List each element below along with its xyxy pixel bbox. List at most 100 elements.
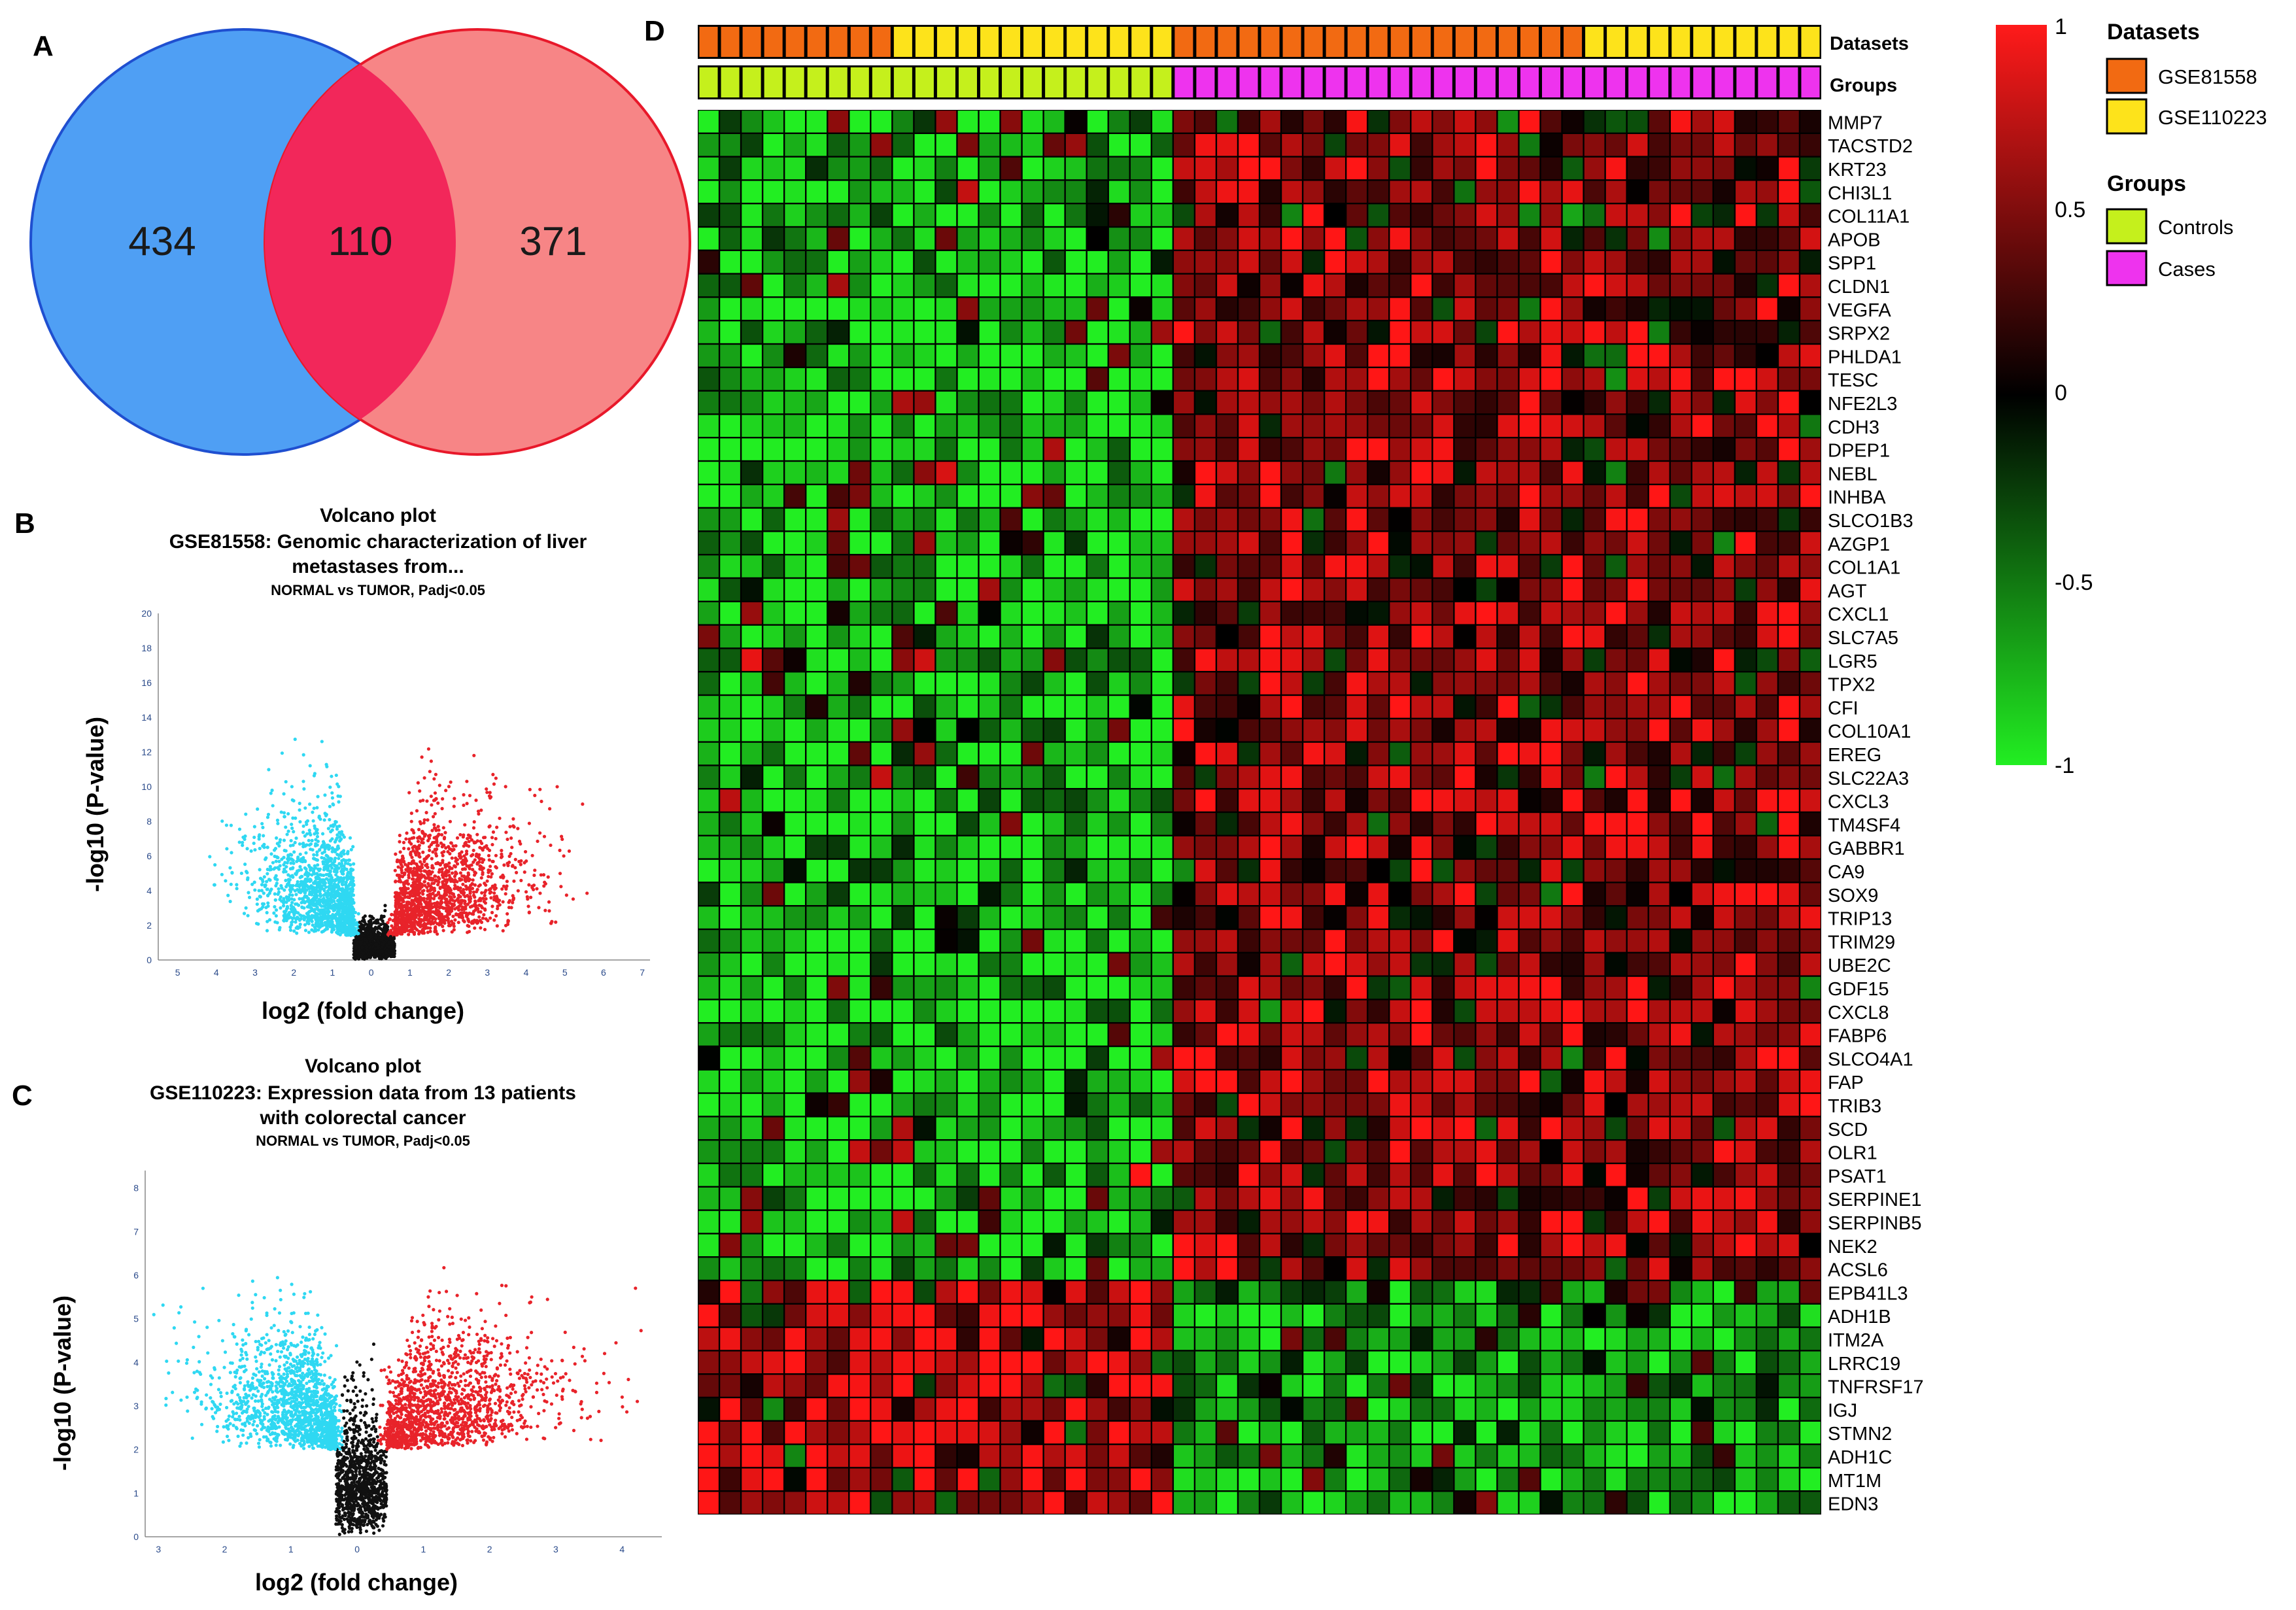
volcano-point	[275, 842, 279, 846]
volcano-point	[452, 903, 456, 907]
volcano-point	[345, 932, 349, 936]
volcano-point	[445, 902, 449, 906]
volcano-point	[484, 917, 488, 921]
volcano-point	[481, 872, 485, 876]
volcano-point	[420, 865, 424, 870]
volcano-point	[282, 838, 286, 842]
volcano-point	[479, 926, 483, 930]
volcano-point	[341, 878, 345, 882]
volcano-point	[328, 785, 332, 789]
volcano-point	[231, 1424, 235, 1428]
volcano-point	[283, 815, 286, 819]
volcano-point	[346, 849, 350, 853]
volcano-point	[325, 923, 329, 927]
volcano-point	[298, 876, 302, 880]
volcano-point	[237, 827, 242, 831]
volcano-point	[255, 1431, 259, 1436]
volcano-point	[463, 899, 467, 903]
volcano-point	[283, 910, 286, 914]
volcano-point	[291, 859, 295, 863]
volcano-point	[303, 882, 307, 886]
volcano-point	[449, 895, 453, 899]
volcano-point	[494, 853, 498, 857]
volcano-point	[437, 916, 441, 919]
volcano-point	[453, 865, 457, 869]
volcano-point	[532, 873, 536, 878]
volcano-point	[441, 797, 445, 801]
volcano-point	[311, 887, 315, 891]
volcano-point	[235, 883, 239, 887]
volcano-point	[480, 891, 484, 895]
volcano-point	[535, 887, 539, 891]
volcano-point	[491, 830, 496, 834]
volcano-point	[419, 821, 423, 826]
volcano-point	[345, 1398, 349, 1403]
volcano-point	[343, 906, 347, 910]
volcano-point	[298, 917, 302, 921]
volcano-point	[250, 882, 254, 886]
volcano-point	[426, 865, 430, 869]
volcano-point	[308, 802, 312, 806]
volcano-point	[458, 871, 462, 875]
volcano-point	[527, 910, 531, 914]
volcano-point	[468, 905, 473, 909]
volcanoC-x-tick: 1	[288, 1544, 294, 1554]
volcano-point	[455, 862, 460, 866]
volcano-point	[403, 918, 407, 922]
volcano-point	[333, 863, 337, 867]
volcano-point	[407, 861, 411, 866]
volcano-point	[499, 875, 503, 879]
volcano-point	[420, 755, 424, 759]
volcano-point	[230, 851, 233, 855]
volcano-point	[342, 864, 346, 868]
volcano-point	[463, 823, 467, 827]
volcano-point	[265, 911, 269, 915]
volcano-point	[408, 893, 413, 897]
volcano-point	[420, 889, 424, 893]
volcano-point	[336, 846, 341, 850]
volcano-point	[322, 818, 326, 822]
volcano-point	[479, 808, 483, 812]
volcano-point	[254, 921, 259, 925]
volcano-point	[290, 900, 294, 904]
volcano-point	[341, 833, 345, 837]
volcano-point	[407, 933, 411, 936]
volcano-point	[381, 1524, 385, 1528]
volcano-point	[301, 831, 305, 834]
volcano-point	[428, 884, 432, 888]
volcano-point	[302, 917, 306, 922]
volcanoB-x-tick: 2	[446, 967, 451, 978]
volcano-point	[249, 849, 253, 853]
volcano-point	[540, 1372, 543, 1376]
volcano-point	[390, 942, 394, 946]
volcano-point	[294, 893, 298, 897]
volcano-b-title: Volcano plot	[320, 505, 436, 526]
volcano-point	[255, 902, 259, 906]
volcano-point	[311, 819, 315, 823]
volcano-point	[427, 1360, 431, 1363]
volcano-point	[470, 854, 473, 858]
volcano-point	[494, 914, 498, 918]
volcano-point	[458, 856, 462, 860]
volcano-c-title: Volcano plot	[305, 1055, 421, 1077]
volcano-point	[285, 897, 289, 901]
volcano-point	[419, 902, 423, 906]
volcano-point	[387, 931, 391, 934]
volcano-point	[411, 846, 415, 849]
volcano-point	[286, 829, 290, 833]
volcano-point	[477, 812, 481, 816]
volcano-point	[293, 737, 297, 742]
volcano-point	[471, 848, 475, 853]
volcano-point	[260, 821, 264, 826]
volcano-point	[439, 841, 443, 845]
volcano-point	[527, 883, 531, 887]
volcano-point	[399, 880, 403, 883]
volcano-point	[418, 855, 422, 859]
volcano-point	[475, 887, 479, 891]
volcano-point	[420, 883, 424, 887]
volcano-point	[358, 920, 362, 924]
volcano-point	[448, 819, 453, 823]
volcano-point	[337, 857, 341, 861]
volcano-point	[488, 824, 492, 828]
volcano-point	[426, 931, 430, 934]
